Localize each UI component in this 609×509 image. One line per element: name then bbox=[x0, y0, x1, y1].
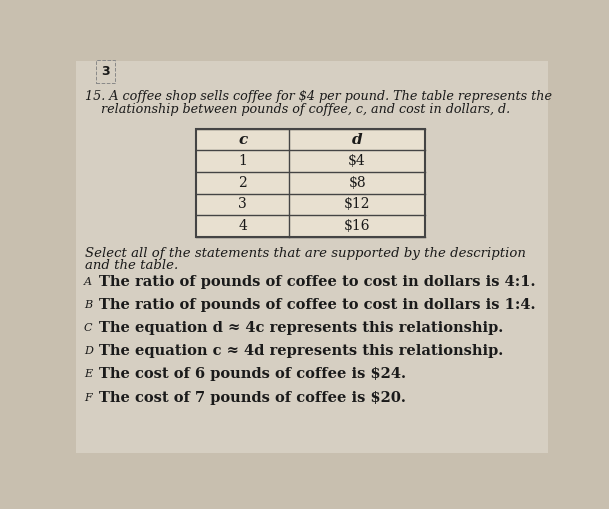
Text: c: c bbox=[238, 133, 247, 147]
Text: B: B bbox=[84, 300, 92, 310]
Text: $16: $16 bbox=[344, 219, 370, 233]
Text: d: d bbox=[352, 133, 362, 147]
Text: and the table.: and the table. bbox=[85, 259, 178, 272]
Text: The cost of 7 pounds of coffee is $20.: The cost of 7 pounds of coffee is $20. bbox=[99, 390, 406, 405]
Text: relationship between pounds of coffee, c, and cost in dollars, d.: relationship between pounds of coffee, c… bbox=[85, 103, 510, 117]
Text: The ratio of pounds of coffee to cost in dollars is 1:4.: The ratio of pounds of coffee to cost in… bbox=[99, 298, 536, 312]
Text: Select all of the statements that are supported by the description: Select all of the statements that are su… bbox=[85, 247, 526, 261]
Text: The equation c ≈ 4d represents this relationship.: The equation c ≈ 4d represents this rela… bbox=[99, 345, 504, 358]
Text: 4: 4 bbox=[238, 219, 247, 233]
Text: $4: $4 bbox=[348, 154, 366, 168]
Text: D: D bbox=[84, 346, 93, 356]
Text: A: A bbox=[84, 277, 92, 287]
Text: 2: 2 bbox=[238, 176, 247, 190]
Text: E: E bbox=[84, 370, 92, 380]
Text: C: C bbox=[84, 323, 93, 333]
Bar bbox=[196, 129, 425, 237]
Text: $8: $8 bbox=[348, 176, 366, 190]
Text: 3: 3 bbox=[238, 197, 247, 211]
Text: The ratio of pounds of coffee to cost in dollars is 4:1.: The ratio of pounds of coffee to cost in… bbox=[99, 275, 536, 289]
Text: 15. A coffee shop sells coffee for $4 per pound. The table represents the: 15. A coffee shop sells coffee for $4 pe… bbox=[85, 90, 552, 103]
Text: F: F bbox=[84, 392, 91, 403]
Text: The equation d ≈ 4c represents this relationship.: The equation d ≈ 4c represents this rela… bbox=[99, 321, 504, 335]
Text: 3: 3 bbox=[101, 65, 110, 78]
Text: The cost of 6 pounds of coffee is $24.: The cost of 6 pounds of coffee is $24. bbox=[99, 367, 406, 381]
Text: $12: $12 bbox=[344, 197, 370, 211]
Text: 1: 1 bbox=[238, 154, 247, 168]
